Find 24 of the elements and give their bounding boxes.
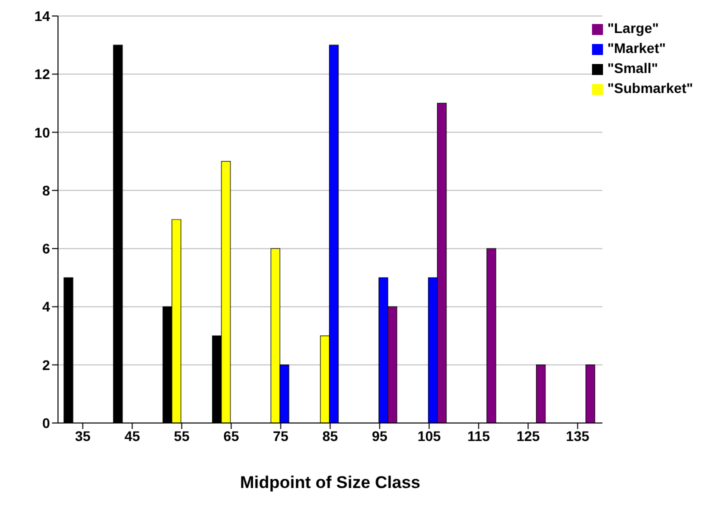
legend-label: "Small" — [607, 60, 658, 76]
legend-label: "Large" — [607, 20, 659, 36]
y-tick-label: 2 — [42, 356, 50, 373]
x-tick-label: 95 — [372, 428, 388, 444]
y-tick-label: 10 — [34, 124, 50, 140]
x-tick-label: 115 — [467, 428, 490, 444]
x-tick-label: 85 — [322, 428, 338, 444]
x-tick-label: 135 — [566, 428, 590, 444]
x-tick-label: 55 — [174, 428, 190, 444]
y-tick-label: 8 — [42, 182, 50, 198]
x-tick-label: 75 — [272, 428, 289, 444]
y-tick-label: 0 — [42, 414, 50, 431]
x-axis-title: Midpoint of Size Class — [240, 473, 420, 492]
x-tick-label: 45 — [124, 428, 140, 444]
legend-label: "Submarket" — [607, 80, 693, 96]
y-tick-label: 14 — [34, 8, 50, 24]
x-tick-label: 125 — [516, 428, 540, 444]
x-tick-label: 105 — [417, 428, 442, 444]
y-tick-label: 12 — [34, 66, 50, 82]
legend-label: "Market" — [607, 40, 666, 56]
y-tick-label: 6 — [42, 240, 50, 257]
y-tick-label: 4 — [42, 298, 50, 315]
x-tick-label: 35 — [74, 428, 91, 444]
x-tick-label: 65 — [223, 428, 240, 444]
